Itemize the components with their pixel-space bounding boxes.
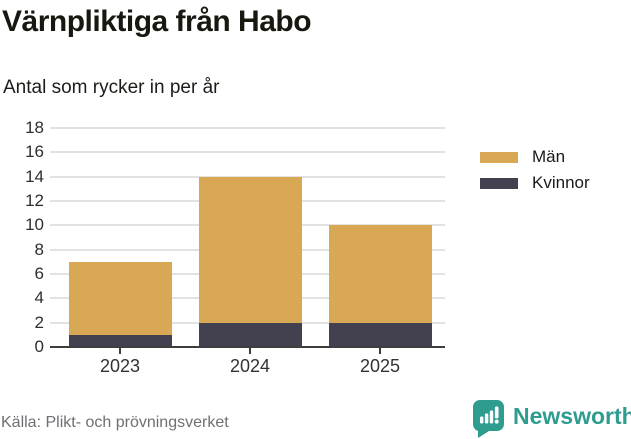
x-axis-tick-label: 2023 [99, 356, 141, 376]
legend-swatch [480, 151, 518, 163]
x-axis-tick [379, 348, 381, 354]
x-axis-tick-label: 2024 [229, 356, 271, 376]
bar-2025-män [328, 225, 432, 323]
y-axis-tick-label: 10 [25, 215, 44, 235]
bar-2024-kvinnor [198, 322, 302, 347]
chart-subtitle: Antal som rycker in per år [3, 77, 220, 98]
y-axis-tick-label: 14 [25, 166, 44, 186]
legend-label: Kvinnor [532, 173, 590, 192]
legend-item-kvinnor: Kvinnor [480, 173, 590, 192]
legend-swatch [480, 177, 518, 189]
gridline-y-18 [50, 127, 445, 129]
gridline-y-16 [50, 151, 445, 154]
bar-2023-män [68, 261, 172, 335]
y-axis-tick-label: 8 [34, 239, 44, 259]
legend-label: Män [532, 147, 566, 166]
x-axis-tick [249, 348, 251, 354]
bar-2025-kvinnor [328, 322, 432, 347]
y-axis-tick-label: 6 [34, 264, 44, 283]
brand-name: Newsworthy [513, 403, 631, 429]
plot-area: 0 2 4 6 8 10 12 14 16 18 2023 2024 2025 [25, 118, 445, 376]
y-axis-tick-label: 16 [25, 142, 44, 162]
legend: Män Kvinnor [480, 147, 590, 201]
y-axis-tick-label: 18 [25, 118, 44, 137]
chart-title: Värnpliktiga från Habo [2, 5, 312, 38]
brand-logo: Newsworthy [472, 400, 631, 439]
newsworthy-speech-bubble-chart-icon [473, 400, 504, 438]
y-axis-tick-label: 4 [34, 288, 44, 308]
bar-2024-män [198, 176, 302, 323]
legend-item-män: Män [480, 147, 590, 166]
y-axis-tick-label: 0 [34, 337, 44, 356]
y-axis-tick-label: 2 [34, 312, 44, 332]
x-axis-line [50, 346, 445, 348]
x-axis-tick-label: 2025 [359, 356, 401, 376]
source-attribution: Källa: Plikt- och prövningsverket [1, 414, 229, 431]
x-axis-tick [119, 348, 121, 354]
y-axis-tick-label: 12 [25, 191, 44, 210]
bar-2023-kvinnor [68, 334, 172, 347]
